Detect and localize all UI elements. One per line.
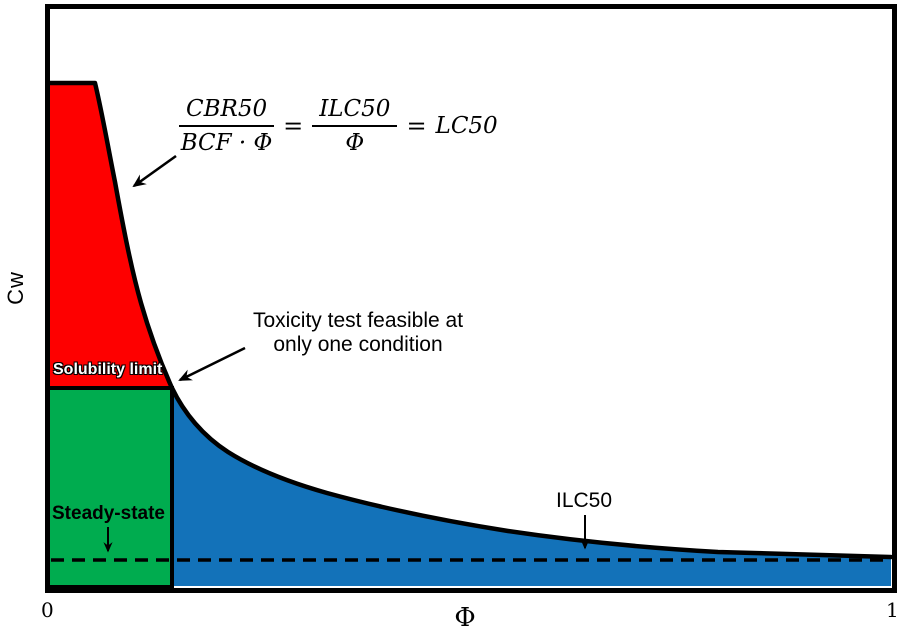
blue-feasible-region	[172, 388, 891, 586]
equation-fraction-1: CBR50 BCF · Φ	[179, 96, 275, 156]
toxicity-note-line2: only one condition	[273, 333, 443, 356]
x-tick-1: 1	[886, 598, 899, 622]
ilc50-label: ILC50	[556, 489, 613, 512]
toxicity-note: Toxicity test feasible at only one condi…	[238, 309, 478, 357]
plot-frame	[45, 4, 897, 593]
equation-annotation: CBR50 BCF · Φ = ILC50 Φ = LC50	[179, 96, 498, 156]
y-axis-label: Cw	[3, 271, 28, 305]
equation-equals-1: =	[283, 112, 304, 140]
toxicity-note-line1: Toxicity test feasible at	[252, 309, 464, 332]
lc50-curve	[47, 80, 894, 560]
equation-equals-2: =	[406, 112, 427, 140]
equation-numerator-2: ILC50	[312, 96, 398, 127]
toxicity-note-arrow	[178, 346, 246, 382]
equation-fraction-2: ILC50 Φ	[312, 96, 398, 156]
steady-state-label: Steady-state	[52, 503, 165, 524]
green-steady-state-region	[46, 386, 174, 589]
equation-numerator-1: CBR50	[179, 96, 275, 127]
x-tick-0: 0	[41, 598, 54, 622]
equation-denominator-2: Φ	[345, 130, 365, 156]
equation-denominator-1: BCF · Φ	[180, 130, 273, 156]
x-axis-label: Φ	[454, 603, 476, 633]
equation-arrow	[132, 154, 177, 188]
solubility-limit-label: Solubility limit	[53, 361, 163, 378]
equation-result: LC50	[435, 113, 498, 139]
